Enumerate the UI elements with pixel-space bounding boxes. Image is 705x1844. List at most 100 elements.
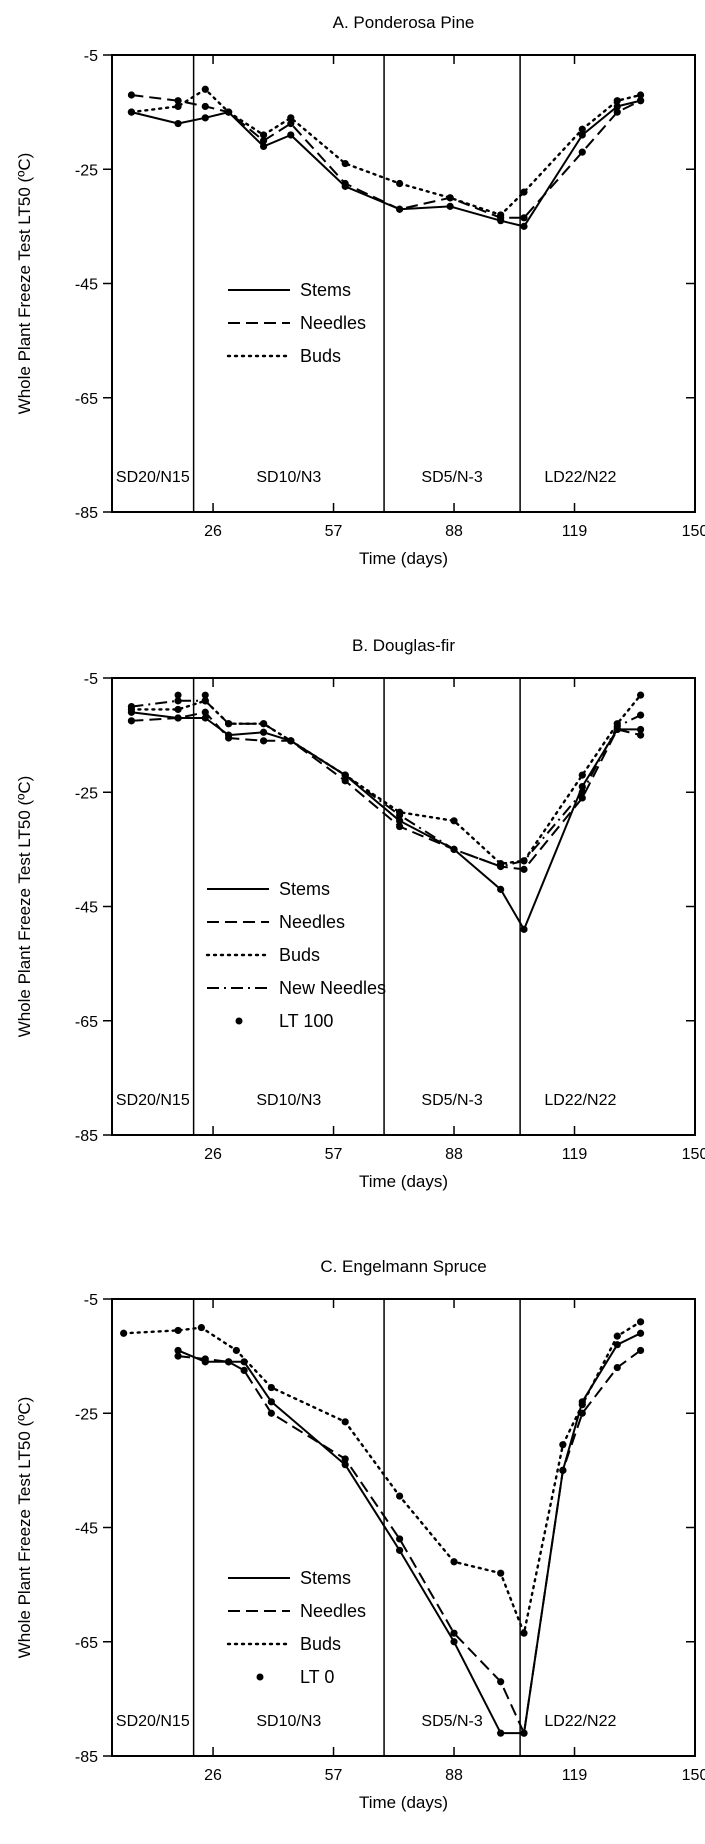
data-point (201, 697, 209, 705)
data-point (259, 720, 268, 728)
data-point (520, 925, 528, 933)
data-point (636, 711, 645, 719)
data-point (613, 97, 621, 105)
x-tick-label: 150 (682, 523, 705, 540)
data-point (201, 102, 209, 111)
data-point (127, 702, 136, 711)
data-point (174, 102, 182, 111)
legend-swatch-point (256, 1673, 264, 1681)
data-point (232, 1346, 240, 1355)
series-line-needles (177, 1349, 642, 1735)
data-point (174, 97, 182, 105)
x-tick-label: 26 (204, 523, 222, 540)
legend-label: Buds (300, 346, 341, 366)
period-label: SD10/N3 (256, 1092, 321, 1109)
plot-frame (111, 54, 696, 513)
y-tick-label: -85 (75, 1749, 98, 1766)
period-label: SD10/N3 (256, 469, 321, 486)
data-point (341, 1461, 349, 1469)
data-point (341, 1455, 349, 1463)
data-point (450, 1638, 458, 1646)
data-point (613, 1363, 621, 1372)
data-point (174, 705, 182, 714)
data-point (636, 725, 645, 734)
chart-panel-ponderosa-pine: A. Ponderosa Pine -5 -25 -45 -65 -85 26 57 88 119… (0, 0, 705, 600)
data-point (174, 1346, 182, 1355)
data-point (578, 794, 586, 802)
legend-label: New Needles (279, 978, 386, 998)
y-tick-label: -5 (84, 671, 98, 688)
period-label: LD22/N22 (544, 1092, 616, 1109)
series-line-stems (131, 711, 641, 931)
data-point (259, 131, 268, 139)
data-point (446, 202, 454, 210)
period-label: SD5/N-3 (421, 1092, 482, 1109)
data-point (201, 85, 209, 93)
period-label: SD20/N15 (116, 1092, 190, 1109)
data-point (520, 222, 528, 230)
data-point (287, 119, 295, 128)
data-point (120, 1329, 128, 1337)
data-point (225, 720, 233, 728)
data-point (497, 862, 505, 871)
data-point (578, 125, 586, 133)
data-point (225, 108, 233, 116)
legend-label: Needles (300, 313, 366, 333)
data-point (520, 1629, 528, 1637)
chart-a-svg: A. Ponderosa Pine -5 -25 -45 -65 -85 26 57 88 119… (15, 13, 705, 568)
y-tick-label: -65 (75, 1014, 98, 1031)
series-line-buds (130, 88, 642, 217)
series-line-buds (122, 1320, 642, 1635)
legend-swatch-point (235, 1017, 243, 1025)
data-point (497, 885, 505, 893)
data-point (613, 102, 621, 111)
data-point (341, 179, 349, 188)
legend-label: Stems (300, 1568, 351, 1588)
data-point (497, 211, 505, 219)
data-point (559, 1466, 567, 1474)
data-point (520, 865, 528, 873)
y-tick-label: -25 (75, 1406, 98, 1423)
data-point (225, 734, 233, 742)
chart-title: C. Engelmann Spruce (320, 1257, 486, 1276)
data-point (396, 817, 404, 825)
chart-panel-douglas-fir: B. Douglas-fir -5 -25 -45 -65 -85 26 57 88 119 150… (0, 623, 705, 1223)
data-point (613, 1332, 621, 1340)
legend-label: LT 0 (300, 1667, 334, 1687)
data-point (259, 142, 268, 150)
chart-title: A. Ponderosa Pine (333, 13, 475, 32)
data-point (450, 1629, 458, 1637)
data-point (446, 194, 454, 202)
data-point (450, 845, 458, 853)
data-point (636, 97, 645, 105)
data-point (450, 817, 458, 825)
legend-label: Buds (279, 945, 320, 965)
x-tick-label: 26 (204, 1767, 222, 1784)
period-label: SD20/N15 (116, 1713, 190, 1730)
data-point (497, 1729, 505, 1737)
data-point (127, 91, 136, 99)
legend-label: Buds (300, 1634, 341, 1654)
legend-label: Needles (279, 912, 345, 932)
data-point (396, 1492, 404, 1500)
data-point (520, 1729, 528, 1737)
series-line-needles (131, 94, 642, 219)
data-point (197, 1323, 205, 1332)
series-line-stems (131, 99, 641, 228)
period-label: LD22/N22 (544, 469, 616, 486)
data-point (396, 822, 404, 831)
y-tick-label: -65 (75, 391, 98, 408)
period-label: SD20/N15 (116, 469, 190, 486)
y-tick-label: -65 (75, 1635, 98, 1652)
data-point (497, 1569, 505, 1577)
data-point (578, 1409, 586, 1417)
data-point (636, 1346, 645, 1355)
x-axis-label: Time (days) (359, 1793, 448, 1812)
data-point (520, 857, 528, 865)
data-point (341, 771, 349, 779)
data-point (174, 1326, 182, 1335)
legend-label: Needles (300, 1601, 366, 1621)
data-point (636, 691, 645, 699)
y-axis-label: Whole Plant Freeze Test LT50 (ºC) (15, 1397, 34, 1659)
chart-b-svg: B. Douglas-fir -5 -25 -45 -65 -85 26 57 88 119 150… (15, 636, 705, 1191)
